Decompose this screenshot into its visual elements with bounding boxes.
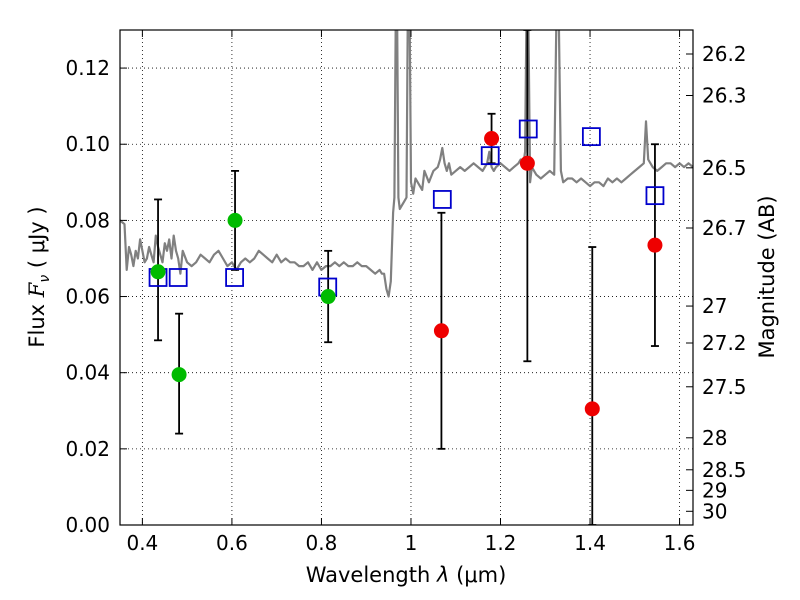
y2-tick-label: 28 <box>702 426 727 450</box>
red-data-point <box>519 155 535 171</box>
model-photometry-square <box>581 127 601 147</box>
model-photometry-square <box>168 268 188 287</box>
y-tick-label: 0.10 <box>65 132 110 156</box>
green-data-point <box>227 212 243 228</box>
y2-tick-label: 27.5 <box>702 375 747 399</box>
spectrum-line <box>120 30 693 298</box>
red-data-point <box>647 237 663 253</box>
red-data-point <box>584 401 600 417</box>
plot-frame <box>119 29 694 526</box>
y2-tick-label: 30 <box>702 499 727 523</box>
grid <box>120 30 693 526</box>
plot-area <box>120 30 693 525</box>
x-label-lambda: λ <box>436 563 449 587</box>
y-label-paren-close: ) <box>25 206 49 221</box>
y-tick-label: 0.06 <box>65 285 110 309</box>
x-tick-label: 1 <box>405 531 418 555</box>
x-tick-label: 0.8 <box>306 531 338 555</box>
y-label-f: F <box>25 281 49 298</box>
y-label-nu: ν <box>37 275 53 283</box>
x-label-paren-open: ( <box>449 563 464 587</box>
y2-tick-label: 26.5 <box>702 156 747 180</box>
model-photometry-square <box>225 268 245 287</box>
y-tick-label: 0.04 <box>65 361 110 385</box>
y-label-unit: μJy <box>25 221 49 253</box>
green-data-point <box>320 289 336 305</box>
x-tick-label: 0.6 <box>216 531 248 555</box>
y-axis-label: Flux Fν ( μJy ) <box>25 206 53 347</box>
y-tick-label: 0.02 <box>65 437 110 461</box>
y-tick-label: 0.08 <box>65 208 110 232</box>
y-label-paren-open: ( <box>25 253 49 275</box>
ticks: 0.4 0.6 0.8 1 1.2 1.4 1.6 0.00 0.02 0.04 0.06 0.08 0… <box>65 30 747 555</box>
y2-tick-label: 27 <box>702 294 727 318</box>
x-tick-label: 1.4 <box>574 531 606 555</box>
y2-axis-label: Magnitude (AB) <box>755 195 779 358</box>
y2-tick-label: 26.3 <box>702 83 747 107</box>
green-data-point <box>171 367 187 383</box>
y2-tick-label: 28.5 <box>702 458 747 482</box>
model-photometry-square <box>432 190 452 209</box>
x-label-paren-close: ) <box>498 563 506 587</box>
green-data-point <box>150 264 166 280</box>
model-photometry-square <box>518 119 538 139</box>
model-photometry-square <box>645 186 665 206</box>
x-tick-label: 0.4 <box>126 531 158 555</box>
y-tick-label: 0.00 <box>65 513 110 537</box>
x-tick-label: 1.6 <box>664 531 696 555</box>
x-label-unit: μm <box>464 563 498 587</box>
x-tick-label: 1.2 <box>485 531 517 555</box>
y2-tick-label: 29 <box>702 478 727 502</box>
y2-tick-label: 26.2 <box>702 42 747 66</box>
red-data-point <box>484 131 500 147</box>
y-tick-label: 0.12 <box>65 56 110 80</box>
y2-tick-label: 26.7 <box>702 216 747 240</box>
x-label-prefix: Wavelength <box>306 563 437 587</box>
y2-tick-label: 27.2 <box>702 331 747 355</box>
y-label-prefix: Flux <box>25 297 49 347</box>
red-data-point <box>433 323 449 339</box>
x-axis-label: Wavelength λ (μm) <box>306 563 507 587</box>
model-photometry-square <box>480 146 500 166</box>
